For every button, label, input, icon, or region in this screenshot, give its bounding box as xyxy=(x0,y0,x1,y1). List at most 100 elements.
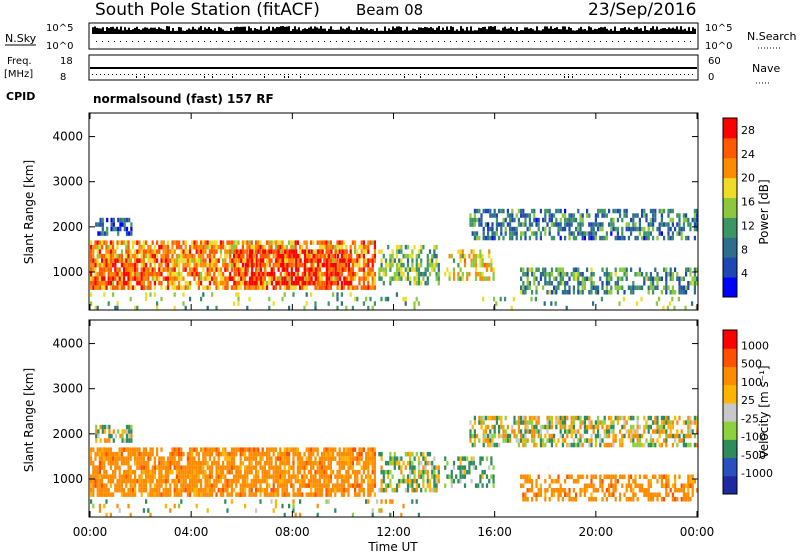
power-cell xyxy=(687,217,690,223)
velocity-cell xyxy=(96,465,99,470)
power-cell xyxy=(200,280,203,286)
nsky-bar xyxy=(350,29,352,34)
power-cell xyxy=(92,258,95,263)
velocity-cell xyxy=(362,478,365,484)
nsearch-dot xyxy=(684,41,685,42)
nsky-bar xyxy=(286,26,288,34)
velocity-cell xyxy=(524,497,527,502)
velocity-cell xyxy=(691,420,694,425)
velocity-cell xyxy=(347,478,350,484)
power-cell xyxy=(142,271,145,277)
power-cell xyxy=(533,217,536,223)
velocity-cell xyxy=(266,451,269,457)
velocity-cell xyxy=(426,469,429,475)
velocity-cell xyxy=(634,483,637,488)
nsky-bar xyxy=(384,26,386,34)
power-cell xyxy=(239,285,242,290)
velocity-cell xyxy=(156,465,159,470)
power-cell xyxy=(473,231,476,236)
nave-dot xyxy=(244,74,245,75)
power-cell xyxy=(120,240,123,245)
power-cell xyxy=(259,271,263,277)
velocity-cell xyxy=(215,460,218,466)
velocity-cell xyxy=(557,474,560,479)
power-cell xyxy=(343,258,346,263)
velocity-cell xyxy=(575,497,578,502)
velocity-cell xyxy=(608,442,611,448)
velocity-cell xyxy=(461,474,464,479)
velocity-cell xyxy=(634,474,637,479)
power-cell xyxy=(295,280,298,286)
power-cell xyxy=(614,281,617,286)
velocity-cell xyxy=(422,483,425,488)
velocity-cell xyxy=(241,478,244,484)
power-cell xyxy=(638,231,641,236)
power-cell xyxy=(520,285,523,290)
velocity-cell xyxy=(542,438,545,443)
nsky-bar xyxy=(412,28,414,34)
velocity-cell xyxy=(533,424,536,430)
velocity-cell xyxy=(369,492,372,497)
velocity-cell xyxy=(272,469,275,475)
power-cell xyxy=(189,244,192,250)
power-cell xyxy=(195,244,198,250)
velocity-cell xyxy=(283,492,286,497)
velocity-cell xyxy=(95,424,98,430)
nsky-bar xyxy=(552,28,554,34)
power-cell xyxy=(522,281,525,286)
velocity-cell xyxy=(493,424,496,430)
power-cell xyxy=(398,267,401,272)
power-cell xyxy=(98,271,101,277)
nsearch-dot xyxy=(348,41,349,42)
power-cell xyxy=(367,276,370,281)
power-cell xyxy=(106,231,109,236)
power-cell xyxy=(531,267,534,272)
power-cell xyxy=(251,276,254,281)
power-cell xyxy=(255,271,258,277)
power-cell xyxy=(246,267,249,272)
velocity-cell xyxy=(116,478,119,484)
power-cell xyxy=(279,285,282,290)
nsky-bar xyxy=(688,27,690,34)
velocity-cell xyxy=(164,469,167,475)
power-cell xyxy=(171,271,174,277)
nave-dot xyxy=(564,76,565,78)
nave-dot xyxy=(392,74,393,75)
nsky-bar xyxy=(376,28,378,34)
power-cell xyxy=(178,258,181,263)
nsky-bar xyxy=(256,29,258,34)
power-cell xyxy=(281,258,285,263)
nsearch-dot xyxy=(606,41,607,42)
power-cell xyxy=(125,249,128,254)
power-cell xyxy=(605,235,608,241)
power-cell xyxy=(682,290,685,295)
velocity-cell xyxy=(482,438,485,443)
nsky-bar xyxy=(390,29,392,34)
power-cell xyxy=(131,240,134,245)
power-cell xyxy=(452,276,456,281)
velocity-cell xyxy=(564,492,567,497)
velocity-cell xyxy=(619,442,622,448)
velocity-cell xyxy=(178,469,181,475)
velocity-cell xyxy=(482,442,485,448)
power-cell xyxy=(112,271,115,277)
power-cell xyxy=(191,267,194,272)
power-cell xyxy=(619,208,622,214)
velocity-cell xyxy=(630,415,633,421)
velocity-cell xyxy=(572,415,575,421)
velocity-cell xyxy=(627,483,630,488)
power-cell xyxy=(246,240,249,245)
power-cell xyxy=(330,249,333,254)
power-cell xyxy=(652,276,655,281)
velocity-cell xyxy=(572,429,575,434)
power-cell xyxy=(638,222,641,227)
velocity-cell xyxy=(457,456,460,461)
velocity-cell xyxy=(197,465,200,470)
nsky-bar xyxy=(282,26,284,34)
power-cell xyxy=(259,262,262,268)
power-cell xyxy=(373,249,376,254)
power-cell xyxy=(415,296,418,302)
power-cell xyxy=(318,262,321,268)
velocity-cell xyxy=(643,429,646,434)
power-cell xyxy=(667,213,670,218)
